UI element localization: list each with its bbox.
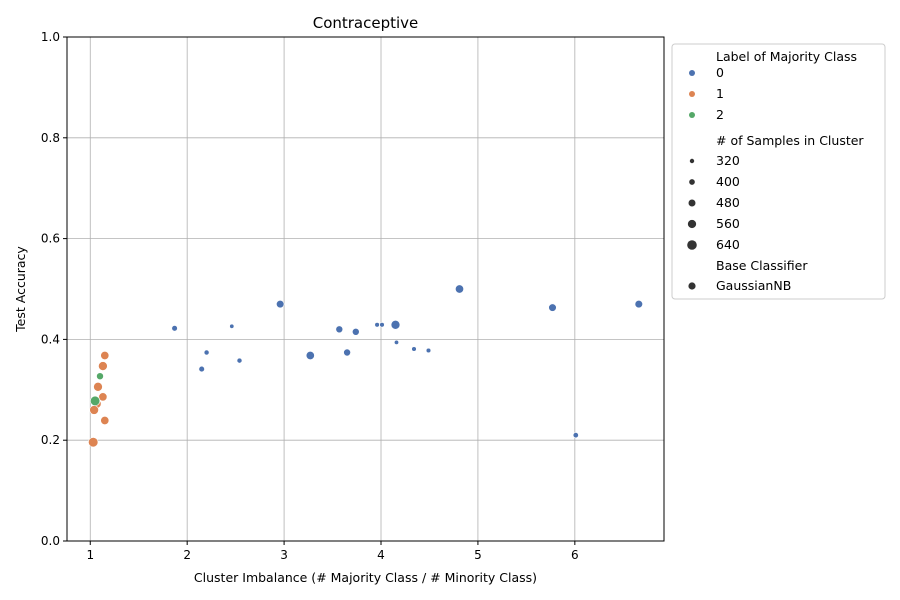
grid-lines — [67, 36, 664, 542]
y-axis-ticks: 0.0 0.2 0.4 0.6 0.8 1.0 — [41, 30, 67, 548]
scatter-point — [548, 303, 557, 312]
x-axis-label: Cluster Imbalance (# Majority Class / # … — [194, 570, 537, 585]
x-tick-label: 4 — [377, 548, 385, 562]
scatter-point — [93, 382, 103, 392]
y-tick-label: 0.0 — [41, 534, 60, 548]
scatter-point — [88, 437, 99, 448]
y-tick-label: 0.8 — [41, 131, 60, 145]
scatter-point — [276, 299, 285, 309]
plot-frame — [66, 36, 665, 542]
scatter-point — [572, 432, 579, 439]
legend: Label of Majority Class 0 1 2 # of Samples… — [671, 43, 886, 300]
scatter-point — [393, 339, 399, 345]
y-tick-label: 0.2 — [41, 433, 60, 447]
legend-size-label: 640 — [716, 237, 740, 252]
scatter-point — [351, 327, 360, 336]
legend-hue-marker — [689, 112, 695, 118]
scatter-point — [100, 416, 110, 425]
legend-size-label: 560 — [716, 216, 740, 231]
legend-size-marker — [689, 158, 695, 164]
x-axis-ticks: 1 2 3 4 5 6 — [86, 541, 579, 562]
legend-size-title: # of Samples in Cluster — [716, 133, 864, 148]
legend-size-marker — [688, 199, 696, 207]
scatter-point — [455, 284, 464, 294]
x-tick-label: 3 — [280, 548, 288, 562]
scatter-point — [171, 325, 178, 332]
legend-style-entries: GaussianNB — [688, 278, 791, 293]
legend-style-marker — [688, 282, 696, 290]
chart-title: Contraceptive — [313, 14, 419, 32]
scatter-point — [634, 299, 643, 309]
scatter-point — [89, 405, 99, 415]
legend-hue-marker — [689, 70, 695, 76]
scatter-point — [411, 346, 417, 352]
y-tick-label: 0.6 — [41, 232, 60, 246]
legend-hue-label: 0 — [716, 65, 724, 80]
legend-frame — [671, 43, 886, 300]
y-axis-label: Test Accuracy — [13, 246, 28, 333]
legend-size-entries: 320 400 480 560 640 — [687, 153, 740, 252]
legend-style-label: GaussianNB — [716, 278, 791, 293]
y-tick-label: 1.0 — [41, 30, 60, 44]
scatter-point — [100, 351, 110, 360]
scatter-point — [89, 395, 101, 407]
x-tick-label: 1 — [86, 548, 94, 562]
scatter-point — [203, 349, 210, 356]
scatter-point — [305, 351, 315, 360]
legend-size-marker — [687, 219, 697, 229]
scatter-point — [236, 357, 243, 364]
scatter-point — [335, 325, 344, 334]
scatter-point — [98, 392, 108, 402]
x-tick-label: 5 — [474, 548, 482, 562]
data-points — [88, 284, 643, 448]
y-tick-label: 0.4 — [41, 332, 60, 346]
scatter-point — [96, 372, 104, 381]
legend-size-label: 320 — [716, 153, 740, 168]
legend-size-marker — [687, 240, 697, 250]
x-tick-label: 2 — [183, 548, 191, 562]
scatter-point — [374, 322, 380, 328]
legend-style-title: Base Classifier — [716, 258, 808, 273]
scatter-point — [379, 322, 385, 328]
legend-hue-marker — [689, 91, 695, 97]
scatter-point — [229, 323, 235, 329]
scatter-point — [343, 348, 351, 357]
legend-hue-title: Label of Majority Class — [716, 49, 857, 64]
legend-size-label: 480 — [716, 195, 740, 210]
scatter-point — [425, 347, 432, 354]
legend-hue-entries: 0 1 2 — [689, 65, 724, 122]
legend-size-label: 400 — [716, 174, 740, 189]
x-tick-label: 6 — [571, 548, 579, 562]
scatter-point — [390, 320, 401, 330]
scatter-point — [98, 361, 108, 371]
legend-size-marker — [689, 179, 695, 185]
legend-hue-label: 2 — [716, 107, 724, 122]
scatter-point — [198, 365, 205, 373]
legend-hue-label: 1 — [716, 86, 724, 101]
